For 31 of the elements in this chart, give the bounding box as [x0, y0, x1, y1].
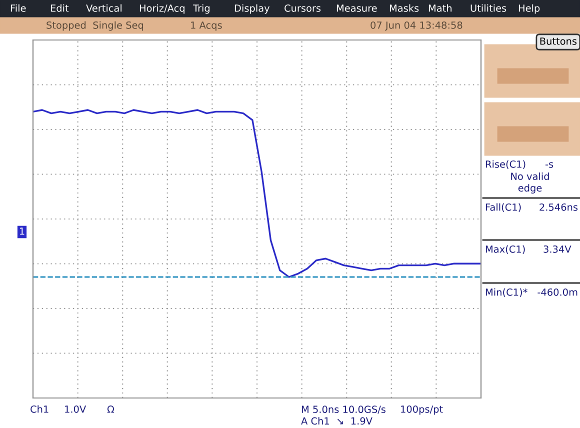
text: Help	[518, 4, 540, 14]
text: 1	[20, 228, 24, 235]
text: Masks	[390, 4, 419, 12]
text: -460.0m	[538, 288, 578, 296]
text: Ch1	[30, 405, 48, 413]
text: 1.0V	[65, 405, 86, 413]
text: Fall(C1)	[486, 203, 521, 212]
text: Buttons	[540, 38, 577, 45]
text: Ω	[107, 406, 114, 413]
text: Min(C1)*	[486, 288, 528, 297]
text: Trig	[192, 4, 210, 14]
text: M 5.0ns 10.0GS/s A Ch1 ↘ 1.9V	[301, 406, 386, 425]
text: -s	[545, 162, 554, 168]
text: Utilities	[470, 4, 506, 12]
text: Horiz/Acq	[140, 4, 184, 14]
text: 2.546ns	[540, 203, 578, 211]
text: 3.34V	[544, 245, 572, 253]
text: Math	[428, 4, 452, 12]
text: Edit	[50, 4, 69, 12]
text: Measure	[336, 4, 377, 12]
text: 100ps/pt	[401, 405, 443, 415]
text: No valid edge	[511, 172, 549, 194]
text: Display	[234, 4, 270, 14]
text: Vertical	[86, 4, 122, 12]
text: Cursors	[284, 4, 321, 12]
text: 1 Acqs	[191, 22, 222, 31]
text: 07 Jun 04 13:48:58	[370, 21, 462, 31]
text: Max(C1)	[486, 245, 525, 254]
text: Rise(C1)	[486, 160, 526, 169]
text: Stopped Single Seq	[46, 21, 144, 31]
text: File	[10, 4, 26, 12]
